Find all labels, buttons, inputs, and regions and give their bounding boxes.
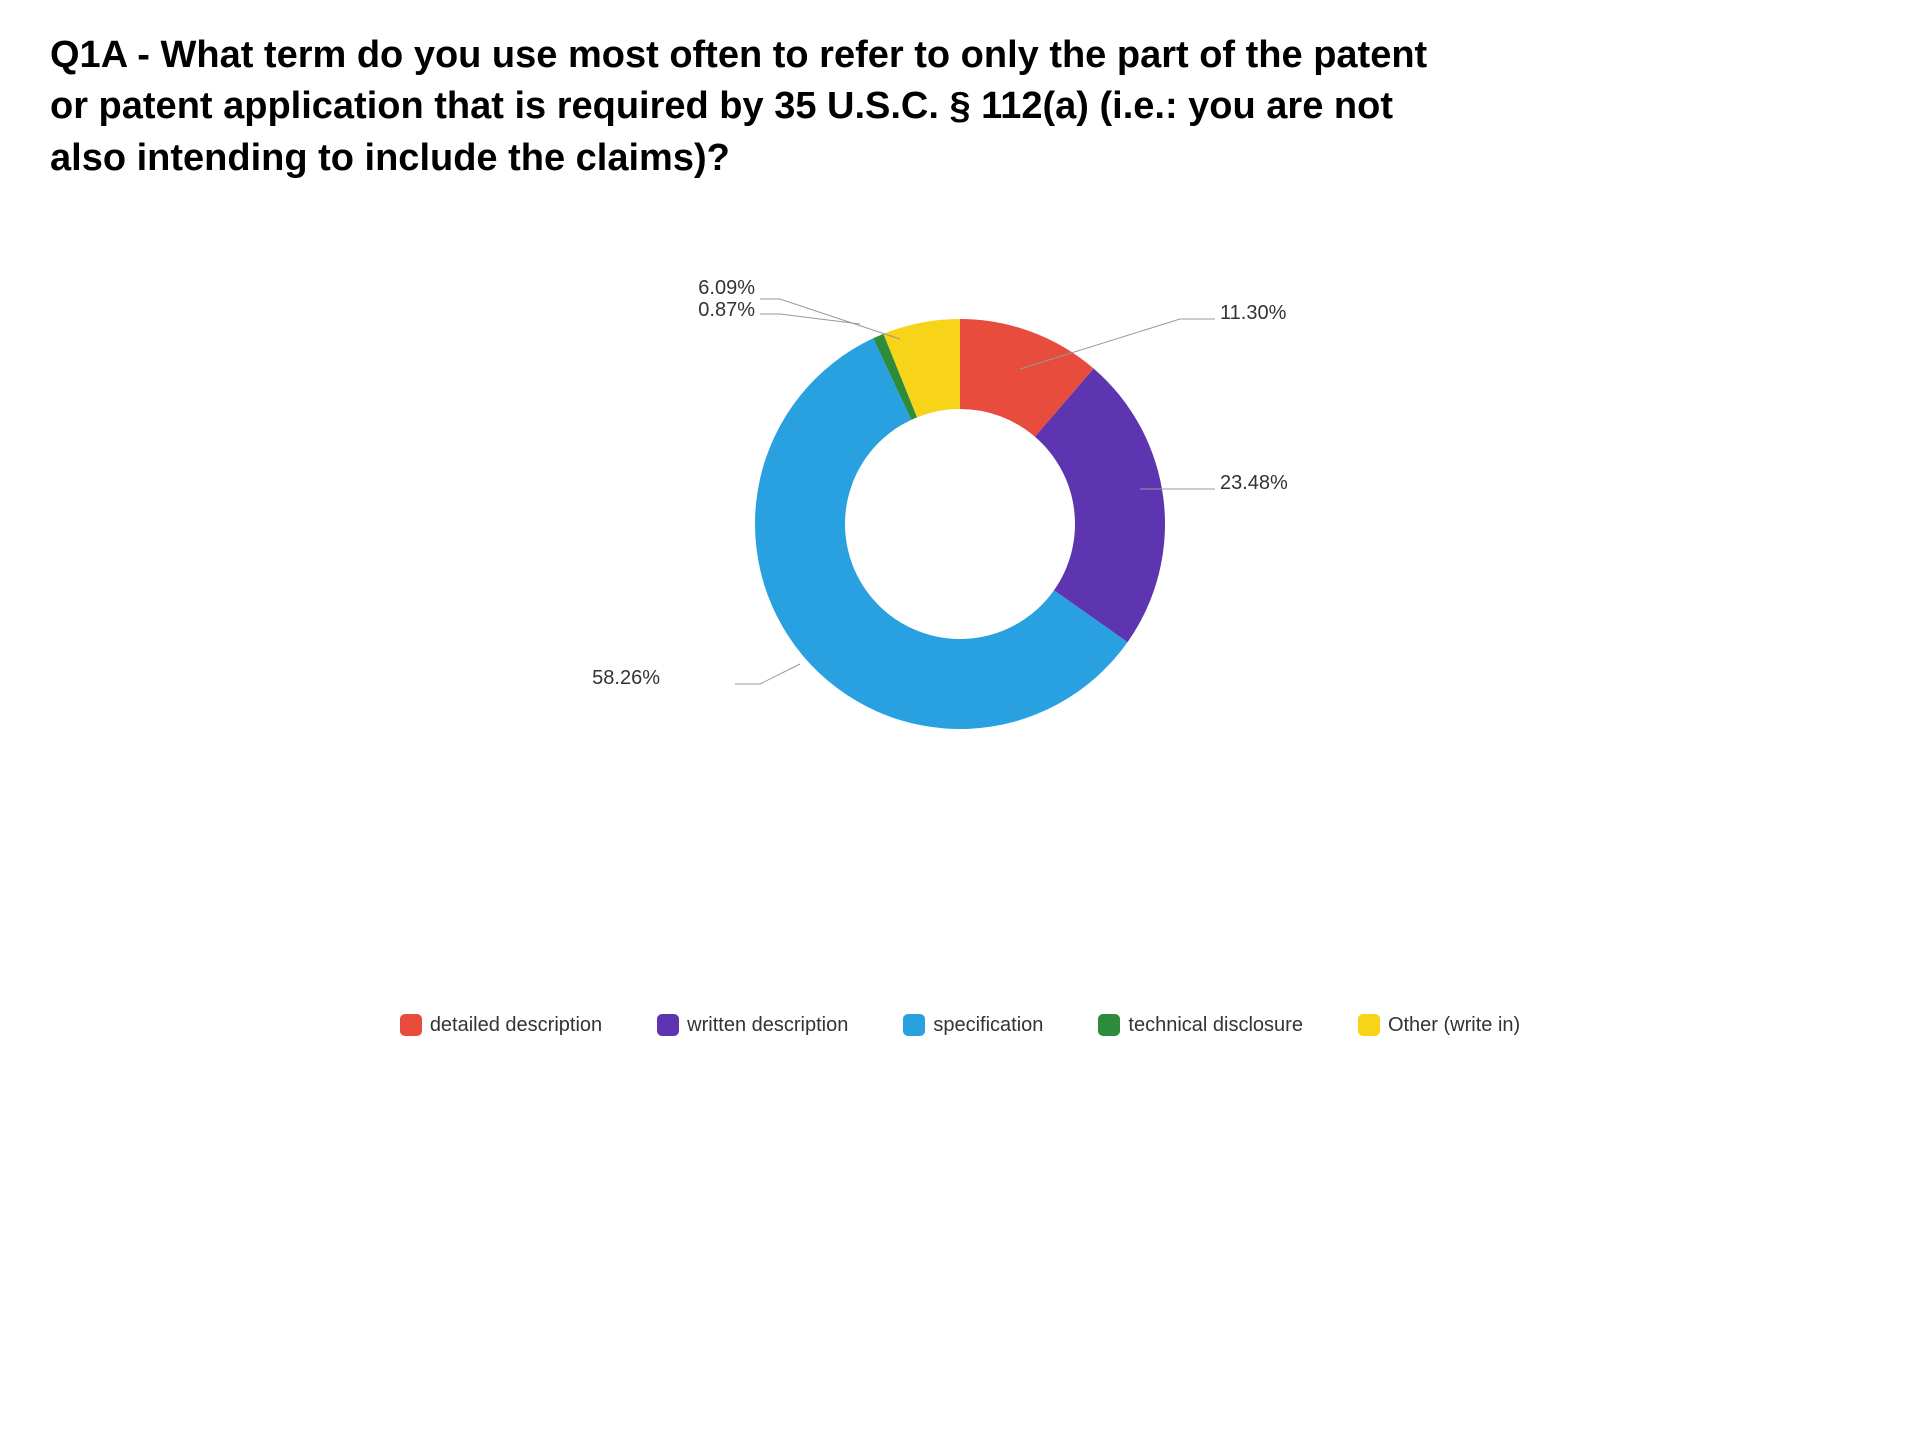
- legend-label: detailed description: [430, 1014, 602, 1037]
- slice-callout-label: 11.30%: [1220, 302, 1287, 324]
- legend-swatch: [903, 1014, 925, 1036]
- legend-swatch: [1098, 1014, 1120, 1036]
- slice-callout-label: 6.09%: [698, 277, 755, 299]
- legend-label: technical disclosure: [1128, 1014, 1303, 1037]
- slice-callout-label: 58.26%: [592, 667, 660, 689]
- legend-item: written description: [657, 1014, 848, 1037]
- legend-item: specification: [903, 1014, 1043, 1037]
- legend-label: Other (write in): [1388, 1014, 1520, 1037]
- legend-swatch: [657, 1014, 679, 1036]
- chart-title: Q1A - What term do you use most often to…: [50, 30, 1450, 184]
- legend-label: written description: [687, 1014, 848, 1037]
- leader-line: [760, 299, 900, 339]
- leader-line: [760, 314, 860, 324]
- legend-label: specification: [933, 1014, 1043, 1037]
- legend-swatch: [1358, 1014, 1380, 1036]
- legend-item: technical disclosure: [1098, 1014, 1303, 1037]
- chart-legend: detailed description written description s…: [50, 1014, 1870, 1037]
- donut-chart: 11.30% 23.48% 6.09%0.87% 58.26%: [260, 244, 1660, 844]
- legend-item: detailed description: [400, 1014, 602, 1037]
- chart-container: 11.30% 23.48% 6.09%0.87% 58.26%: [260, 244, 1660, 944]
- leader-line: [735, 664, 800, 684]
- legend-item: Other (write in): [1358, 1014, 1520, 1037]
- slice-callout-label: 0.87%: [698, 299, 755, 321]
- legend-swatch: [400, 1014, 422, 1036]
- slice-callout-label: 23.48%: [1220, 472, 1288, 494]
